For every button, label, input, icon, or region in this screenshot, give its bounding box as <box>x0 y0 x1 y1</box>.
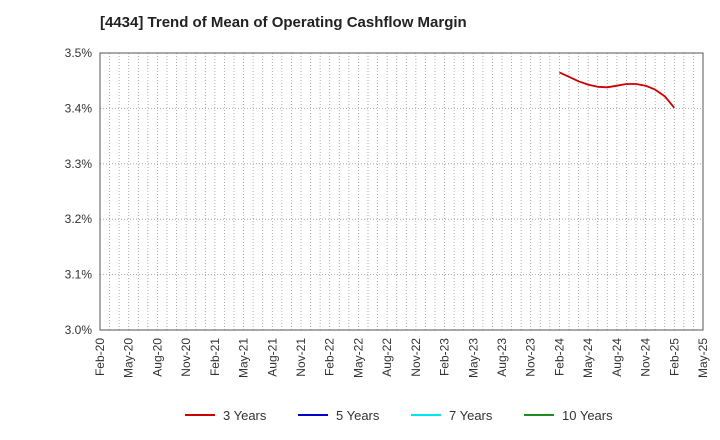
x-tick-label: May-21 <box>237 338 251 378</box>
legend-label: 10 Years <box>562 408 613 423</box>
x-tick-label: Feb-22 <box>323 338 337 376</box>
x-tick-label: Nov-20 <box>179 338 193 377</box>
x-tick-label: Aug-23 <box>495 338 509 377</box>
y-tick-label: 3.1% <box>65 268 93 282</box>
x-tick-label: Nov-21 <box>294 338 308 377</box>
y-tick-label: 3.0% <box>65 323 93 337</box>
x-tick-label: May-24 <box>581 338 595 378</box>
legend-label: 3 Years <box>223 408 267 423</box>
x-tick-label: Feb-23 <box>438 338 452 376</box>
x-tick-label: Nov-24 <box>639 338 653 377</box>
plot-frame <box>99 52 704 331</box>
x-tick-label: Feb-20 <box>93 338 107 376</box>
y-tick-label: 3.5% <box>65 46 93 60</box>
x-tick-label: Nov-23 <box>524 338 538 377</box>
x-tick-label: Feb-21 <box>208 338 222 376</box>
x-tick-label: Aug-21 <box>265 338 279 377</box>
y-tick-label: 3.2% <box>65 212 93 226</box>
y-tick-label: 3.3% <box>65 157 93 171</box>
x-tick-label: Nov-22 <box>409 338 423 377</box>
x-tick-label: May-25 <box>696 338 710 378</box>
chart-title: [4434] Trend of Mean of Operating Cashfl… <box>100 14 467 31</box>
x-tick-label: Feb-25 <box>667 338 681 376</box>
x-tick-label: Aug-20 <box>150 338 164 377</box>
x-tick-label: Aug-24 <box>610 338 624 377</box>
x-tick-label: Feb-24 <box>552 338 566 376</box>
x-tick-label: May-23 <box>466 338 480 378</box>
x-tick-label: May-20 <box>122 338 136 378</box>
x-tick-label: Aug-22 <box>380 338 394 377</box>
x-tick-label: May-22 <box>351 338 365 378</box>
legend-label: 5 Years <box>336 408 380 423</box>
y-tick-label: 3.4% <box>65 101 93 115</box>
series-line-3-years <box>559 71 675 109</box>
legend-label: 7 Years <box>449 408 493 423</box>
